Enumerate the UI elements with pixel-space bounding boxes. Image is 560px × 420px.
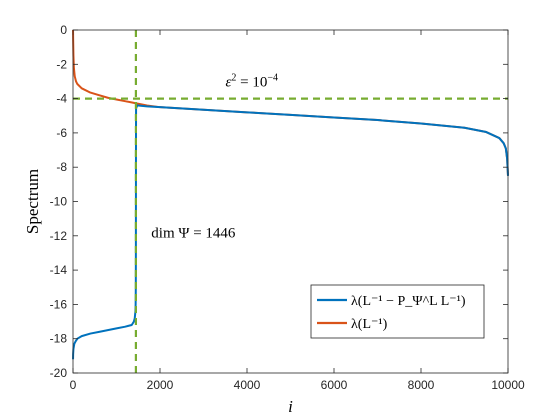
dim-psi-annotation: dim Ψ = 1446	[151, 225, 236, 241]
epsilon-annotation: ε2 = 10−4	[226, 72, 279, 90]
x-tick-label: 6000	[321, 378, 348, 392]
series-line-1	[72, 29, 509, 176]
x-tick-label: 4000	[234, 378, 261, 392]
y-tick-label: -12	[50, 229, 68, 243]
series-line-0	[72, 104, 509, 360]
x-axis-title: i	[288, 397, 293, 416]
y-tick-label: -8	[56, 160, 67, 174]
y-tick-label: -14	[50, 263, 68, 277]
y-tick-label: -16	[50, 297, 68, 311]
y-tick-label: -2	[56, 57, 67, 71]
y-tick-label: -20	[50, 366, 68, 380]
y-tick-label: -10	[50, 195, 68, 209]
x-tick-label: 8000	[408, 378, 435, 392]
x-tick-label: 10000	[491, 378, 525, 392]
legend-label-1: λ(L⁻¹)	[351, 317, 388, 332]
y-axis-title: Spectrum	[23, 169, 42, 234]
y-tick-label: -4	[56, 92, 67, 106]
legend-label-0: λ(L⁻¹ − P_Ψ^L L⁻¹)	[351, 294, 466, 309]
legend-box	[310, 284, 485, 339]
x-tick-label: 0	[70, 378, 77, 392]
x-tick-label: 2000	[147, 378, 174, 392]
y-tick-label: 0	[60, 23, 67, 37]
y-tick-label: -6	[56, 126, 67, 140]
y-tick-label: -18	[50, 332, 68, 346]
